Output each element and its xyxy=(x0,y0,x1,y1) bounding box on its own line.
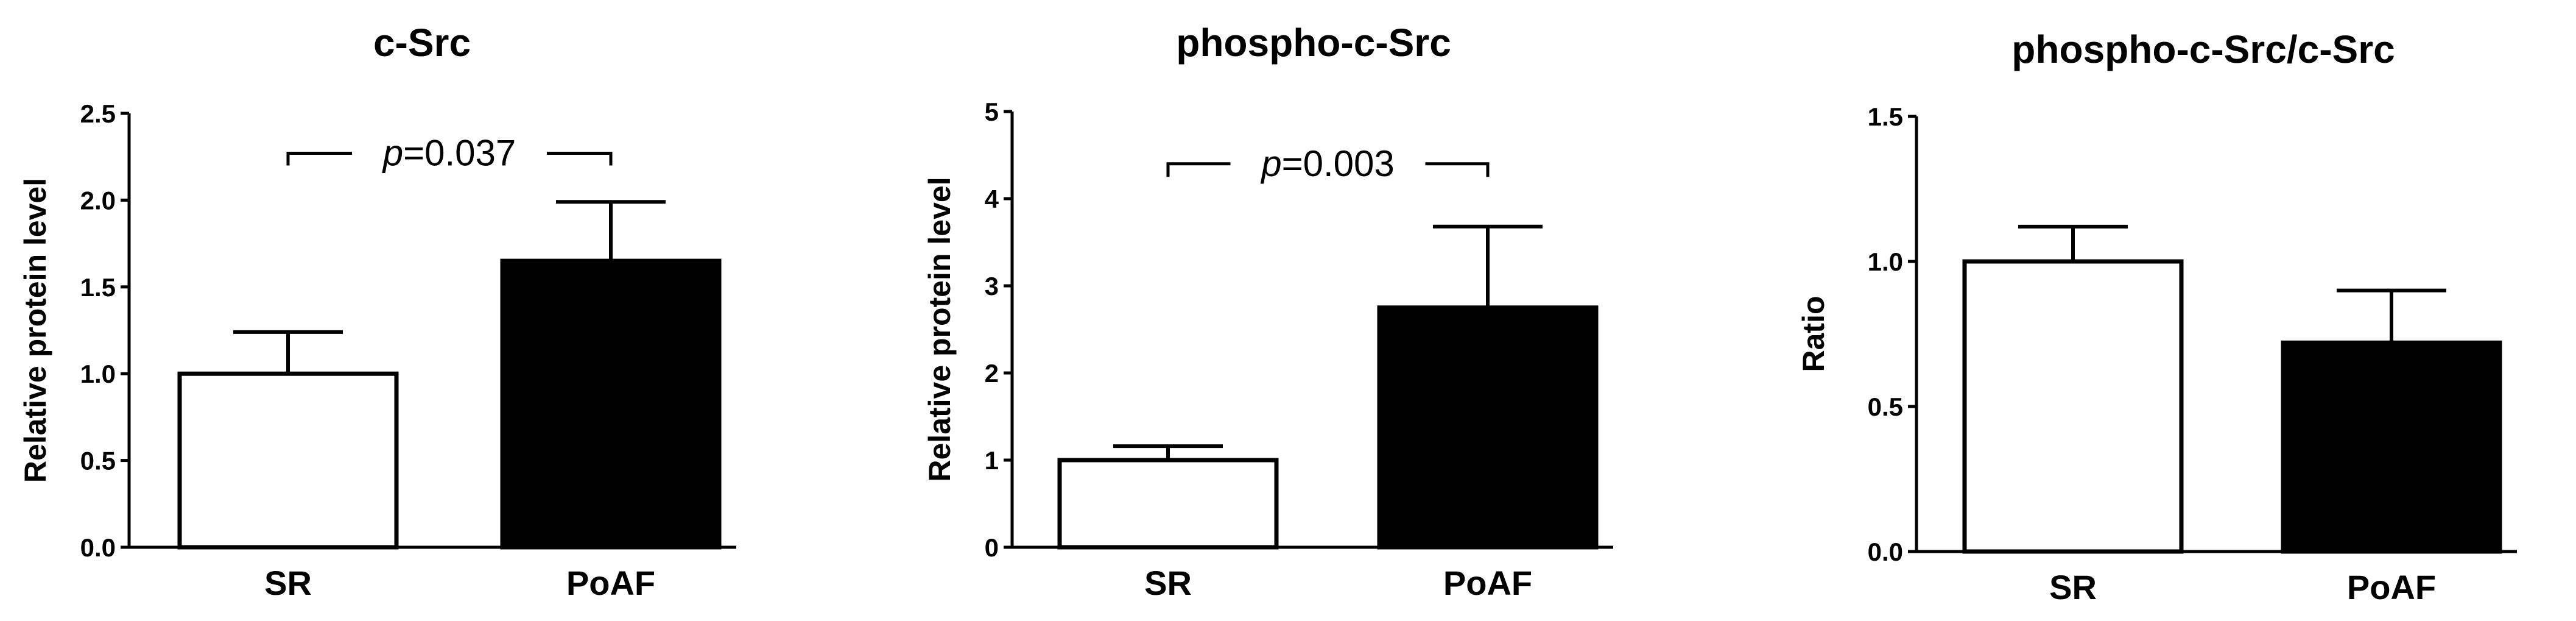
y-tick-label: 0.0 xyxy=(80,533,116,562)
significance-bracket-right xyxy=(547,152,613,166)
significance-bracket-left xyxy=(286,152,352,166)
p-value-label: p=0.003 xyxy=(1260,143,1395,184)
bar-sr xyxy=(1057,458,1279,550)
chart-panel-2: phospho-c-Src Relative protein level 0 1 2 3 4… xyxy=(923,21,1613,602)
y-axis-title: Relative protein level xyxy=(923,177,957,481)
y-tick-label: 2.0 xyxy=(80,186,116,215)
y-tick-label: 5 xyxy=(985,98,999,126)
x-tick-label: PoAF xyxy=(566,564,655,602)
p-value-label: p=0.037 xyxy=(382,133,516,174)
bar-sr xyxy=(177,371,399,550)
chart-panel-3: phospho-c-Src/c-Src Ratio 0.0 0.5 1.0 1.5 SR Po… xyxy=(1797,27,2517,606)
y-axis-title: Relative protein level xyxy=(18,178,52,483)
y-tick-label: 0.5 xyxy=(1868,392,1903,421)
y-tick-label: 0.5 xyxy=(80,447,116,475)
y-axis-title: Ratio xyxy=(1797,296,1831,372)
bar-poaf xyxy=(2281,340,2502,554)
chart-title: phospho-c-Src xyxy=(1176,21,1451,65)
y-tick-label: 2 xyxy=(985,359,999,388)
bar-sr xyxy=(1962,259,2184,554)
y-tick-label: 1.0 xyxy=(1868,247,1903,276)
y-tick-label: 4 xyxy=(985,185,999,213)
y-tick-label: 0 xyxy=(985,533,999,562)
chart-title: phospho-c-Src/c-Src xyxy=(2011,27,2395,71)
significance-bracket-left xyxy=(1166,162,1231,177)
y-tick-label: 0.0 xyxy=(1868,538,1903,566)
y-tick-label: 3 xyxy=(985,272,999,300)
significance-bracket-right xyxy=(1425,162,1490,177)
chart-title: c-Src xyxy=(373,21,471,65)
x-tick-label: SR xyxy=(1144,564,1192,602)
y-tick-label: 1.5 xyxy=(80,273,116,302)
p-value-text: =0.037 xyxy=(403,133,516,174)
y-tick-label: 1.0 xyxy=(80,360,116,388)
x-tick-label: SR xyxy=(264,564,312,602)
x-tick-label: SR xyxy=(2049,568,2097,606)
chart-panel-1: c-Src Relative protein level 0.0 0.5 1.0 1.5 2… xyxy=(18,21,736,602)
y-tick-label: 1 xyxy=(985,446,999,475)
y-tick-label: 2.5 xyxy=(80,99,116,128)
y-tick-label: 1.5 xyxy=(1868,102,1903,131)
bar-poaf xyxy=(500,258,722,550)
p-value-text: =0.003 xyxy=(1282,143,1395,184)
x-tick-label: PoAF xyxy=(2347,568,2436,606)
p-value-prefix: p xyxy=(382,133,403,174)
x-tick-label: PoAF xyxy=(1443,564,1532,602)
p-value-prefix: p xyxy=(1260,143,1281,184)
bar-poaf xyxy=(1377,305,1599,550)
